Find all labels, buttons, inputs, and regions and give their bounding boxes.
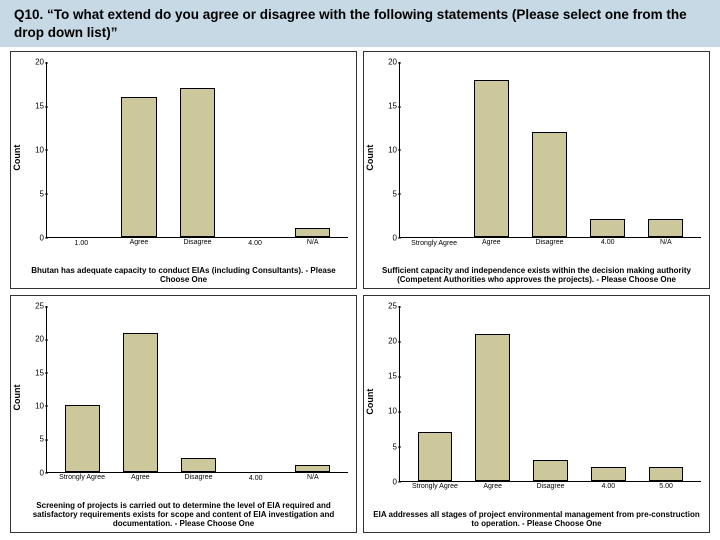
- x-tick-label: N/A: [660, 239, 672, 246]
- x-tick-label: Agree: [483, 483, 502, 490]
- y-tick: 15: [35, 102, 44, 111]
- x-tick-label: Disagree: [184, 474, 212, 481]
- chart-grid: Count 05101520 1.00AgreeDisagree4.00N/A …: [0, 47, 720, 539]
- bar: 5.00: [649, 467, 684, 481]
- y-tick: 5: [393, 189, 397, 198]
- y-tick: 5: [40, 189, 44, 198]
- plot-region: 1.00AgreeDisagree4.00N/A: [47, 62, 348, 238]
- bar: 4.00: [591, 467, 626, 481]
- chart-area: Count 0 5 10 15 20 1.00 Agree Disagree 4.00 N/A: [11, 52, 356, 264]
- y-tick: 10: [35, 401, 44, 410]
- y-tick: 10: [388, 145, 397, 154]
- bar: Agree: [474, 80, 509, 237]
- x-tick-label: 1.00: [75, 240, 89, 247]
- plot-region: Strongly AgreeAgreeDisagree4.00N/A: [47, 306, 348, 472]
- y-tick: 5: [40, 435, 44, 444]
- bar: Disagree: [180, 88, 216, 236]
- y-tick: 25: [35, 302, 44, 311]
- chart-panel-3: Count 0 5 10 15 20 25 Strongly Agree Agree Disa…: [363, 295, 710, 533]
- question-text: Q10. “To what extend do you agree or dis…: [14, 7, 687, 40]
- y-axis-label: Count: [364, 52, 378, 264]
- x-tick-label: N/A: [307, 239, 319, 246]
- chart-caption: Bhutan has adequate capacity to conduct …: [11, 264, 356, 288]
- y-axis-label: Count: [364, 296, 378, 508]
- bar: Disagree: [181, 458, 216, 471]
- bar: Agree: [121, 97, 157, 237]
- x-tick-label: N/A: [307, 474, 319, 481]
- x-tick-label: 4.00: [249, 475, 263, 482]
- bar: Strongly Agree: [418, 432, 453, 481]
- chart-caption: EIA addresses all stages of project envi…: [364, 508, 709, 532]
- x-tick-label: Agree: [482, 239, 501, 246]
- y-tick: 0: [40, 468, 44, 477]
- chart-panel-2: Count 0 5 10 15 20 25 Strongly Agree Agree Disa…: [10, 295, 357, 533]
- x-tick-label: Agree: [131, 474, 150, 481]
- bar: Disagree: [532, 132, 567, 237]
- bar-group: Strongly Agree Agree Disagree 4.00 5.00: [400, 306, 701, 481]
- chart-area: Count 0 5 10 15 20 Strongly Agree Agree Disagr…: [364, 52, 709, 264]
- y-tick: 5: [393, 442, 397, 451]
- chart-caption: Sufficient capacity and independence exi…: [364, 264, 709, 288]
- x-tick-label: Disagree: [535, 239, 563, 246]
- x-tick-label: 5.00: [659, 483, 673, 490]
- chart-panel-0: Count 05101520 1.00AgreeDisagree4.00N/A …: [10, 51, 357, 289]
- y-tick: 25: [388, 302, 397, 311]
- x-tick-label: 4.00: [601, 239, 615, 246]
- bar: N/A: [295, 228, 331, 237]
- bar: N/A: [295, 465, 330, 472]
- y-tick: 20: [35, 335, 44, 344]
- y-tick: 0: [393, 233, 397, 242]
- y-axis: 05101520: [25, 62, 47, 238]
- bar-group: 1.00AgreeDisagree4.00N/A: [47, 62, 348, 237]
- plot-region: Strongly AgreeAgreeDisagree4.00N/A: [400, 62, 701, 238]
- y-axis: 05101520: [378, 62, 400, 238]
- y-axis-label: Count: [11, 296, 25, 498]
- bar: N/A: [648, 219, 683, 236]
- bar-group: Strongly AgreeAgreeDisagree4.00N/A: [47, 306, 348, 471]
- x-tick-label: Strongly Agree: [59, 474, 105, 481]
- y-tick: 15: [35, 368, 44, 377]
- x-tick-label: Disagree: [183, 239, 211, 246]
- y-axis: 0510152025: [378, 306, 400, 482]
- y-tick: 20: [388, 337, 397, 346]
- y-tick: 10: [388, 407, 397, 416]
- x-tick-label: Agree: [130, 239, 149, 246]
- bar: Disagree: [533, 460, 568, 481]
- chart-area: Count 0 5 10 15 20 25 Strongly Agree Agree Disa…: [364, 296, 709, 508]
- y-tick: 20: [388, 58, 397, 67]
- chart-caption: Screening of projects is carried out to …: [11, 499, 356, 533]
- y-axis: 0510152025: [25, 306, 47, 472]
- bar: Agree: [123, 333, 158, 472]
- bar: Strongly Agree: [65, 405, 100, 471]
- chart-panel-1: Count 0 5 10 15 20 Strongly Agree Agree Disagr…: [363, 51, 710, 289]
- y-tick: 15: [388, 102, 397, 111]
- y-tick: 10: [35, 145, 44, 154]
- y-tick: 15: [388, 372, 397, 381]
- x-tick-label: 4.00: [601, 483, 615, 490]
- y-tick: 20: [35, 58, 44, 67]
- x-tick-label: Disagree: [536, 483, 564, 490]
- bar: Agree: [475, 334, 510, 481]
- y-tick: 0: [40, 233, 44, 242]
- bar-group: Strongly AgreeAgreeDisagree4.00N/A: [400, 62, 701, 237]
- x-tick-label: Strongly Agree: [412, 483, 458, 490]
- y-tick: 0: [393, 477, 397, 486]
- x-tick-label: Strongly Agree: [411, 240, 457, 247]
- chart-area: Count 0 5 10 15 20 25 Strongly Agree Agree Disa…: [11, 296, 356, 498]
- y-axis-label: Count: [11, 52, 25, 264]
- x-tick-label: 4.00: [248, 240, 262, 247]
- plot-region: Strongly Agree Agree Disagree 4.00 5.00: [400, 306, 701, 482]
- bar: 4.00: [590, 219, 625, 236]
- question-header: Q10. “To what extend do you agree or dis…: [0, 0, 720, 47]
